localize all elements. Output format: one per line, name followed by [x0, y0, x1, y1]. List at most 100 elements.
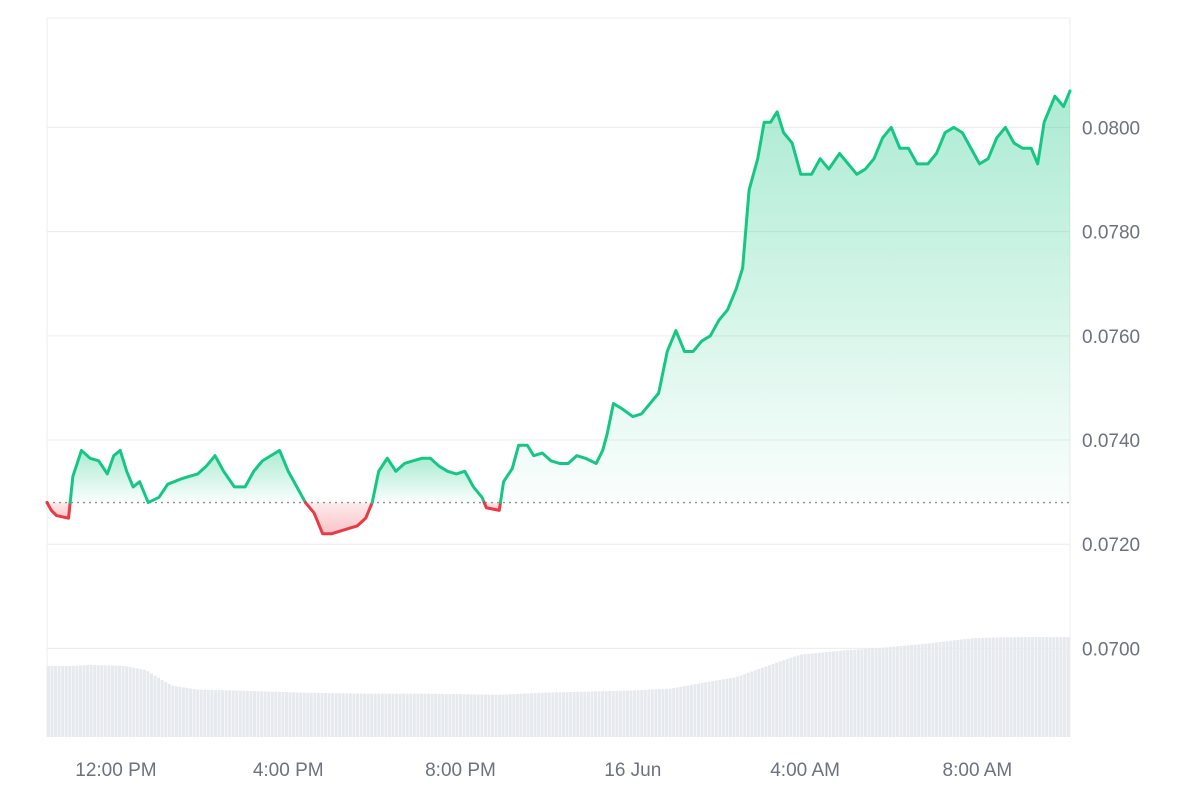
volume-bar	[796, 655, 800, 737]
volume-bar	[494, 694, 498, 737]
volume-bar	[388, 693, 391, 737]
area-fill-up	[70, 450, 306, 503]
volume-bar	[558, 692, 562, 737]
volume-bar	[576, 691, 580, 737]
volume-bar	[757, 669, 761, 737]
volume-bar	[512, 694, 516, 737]
volume-bar	[1041, 637, 1045, 737]
volume-bar	[917, 644, 921, 737]
volume-bar	[370, 693, 374, 737]
volume-bar	[228, 690, 232, 737]
volume-bar	[164, 681, 168, 737]
volume-bar	[103, 665, 107, 737]
volume-bar	[402, 693, 406, 737]
volume-bar	[473, 694, 477, 737]
volume-bar	[71, 665, 75, 737]
volume-bar	[636, 690, 640, 737]
volume-bar	[533, 693, 537, 737]
volume-bar	[519, 693, 523, 737]
volume-bar	[462, 694, 466, 737]
volume-bar	[288, 692, 292, 737]
area-fill-up	[500, 90, 1070, 503]
volume-bar	[562, 692, 565, 737]
volume-bar	[157, 677, 161, 737]
volume-bar	[707, 681, 711, 737]
x-tick-label: 16 Jun	[604, 760, 661, 781]
volume-bar	[931, 642, 935, 737]
volume-bar	[338, 693, 342, 737]
x-tick-label: 8:00 PM	[425, 760, 496, 781]
volume-bar	[430, 693, 434, 737]
volume-bar	[1045, 637, 1049, 737]
volume-bar	[160, 679, 164, 737]
volume-bar	[853, 649, 857, 737]
volume-bar	[373, 693, 377, 737]
volume-bar	[89, 664, 93, 737]
volume-bar	[768, 665, 772, 737]
volume-bar	[398, 693, 402, 737]
volume-bar	[856, 649, 860, 737]
volume-bar	[451, 694, 455, 737]
volume-bar	[622, 690, 626, 737]
volume-bar	[526, 693, 530, 737]
volume-bar	[153, 675, 157, 737]
volume-bar	[814, 653, 818, 737]
volume-bar	[267, 691, 271, 737]
volume-bar	[654, 689, 658, 737]
volume-bar	[380, 693, 384, 737]
volume-bar	[377, 693, 381, 737]
volume-bar	[1062, 637, 1066, 737]
volume-bar	[899, 646, 903, 737]
x-tick-label: 4:00 PM	[253, 760, 324, 781]
volume-bar	[803, 654, 807, 737]
volume-bar	[345, 693, 349, 737]
volume-bar	[821, 652, 825, 737]
volume-bar	[199, 689, 203, 737]
volume-bar	[906, 645, 910, 737]
volume-bar	[760, 667, 764, 737]
price-line-up-segment	[498, 89, 1072, 505]
volume-bar	[629, 690, 633, 737]
volume-bar	[356, 693, 359, 737]
volume-bar	[192, 689, 196, 737]
x-axis-ticks: 12:00 PM 4:00 PM 8:00 PM 16 Jun 4:00 AM 8:00 …	[75, 760, 1012, 781]
volume-bar	[295, 692, 299, 737]
volume-bar	[1016, 637, 1020, 737]
volume-bar	[437, 693, 441, 737]
volume-bar	[920, 643, 924, 737]
volume-bar	[625, 690, 629, 737]
volume-bar	[260, 691, 264, 737]
volume-bar	[292, 692, 296, 737]
volume-bar	[501, 694, 505, 737]
volume-bar	[647, 689, 651, 737]
volume-bar	[235, 690, 239, 737]
volume-bar	[238, 690, 242, 737]
volume-bar	[924, 643, 928, 737]
volume-bar	[441, 693, 445, 737]
volume-bar	[505, 694, 509, 737]
volume-bar	[903, 645, 906, 737]
area-fill-down	[47, 502, 71, 519]
volume-bar	[682, 686, 686, 737]
volume-bar	[277, 691, 281, 737]
volume-bar	[341, 693, 345, 737]
volume-bar	[118, 665, 121, 737]
volume-bar	[82, 665, 86, 737]
volume-bar	[221, 690, 224, 737]
volume-bar	[107, 665, 111, 737]
volume-bar	[1066, 637, 1070, 737]
volume-bar	[547, 692, 551, 737]
volume-bar	[61, 665, 65, 737]
volume-bar	[938, 642, 942, 737]
volume-bar	[1009, 637, 1013, 737]
volume-bar	[306, 692, 310, 737]
volume-bar	[824, 652, 828, 737]
volume-bar	[423, 693, 427, 737]
volume-bar	[963, 639, 967, 737]
volume-bar	[68, 665, 72, 737]
volume-bar	[981, 637, 985, 737]
volume-bar	[618, 690, 622, 737]
volume-bar	[554, 692, 558, 737]
volume-bar	[189, 688, 193, 737]
volume-bar	[515, 693, 519, 737]
